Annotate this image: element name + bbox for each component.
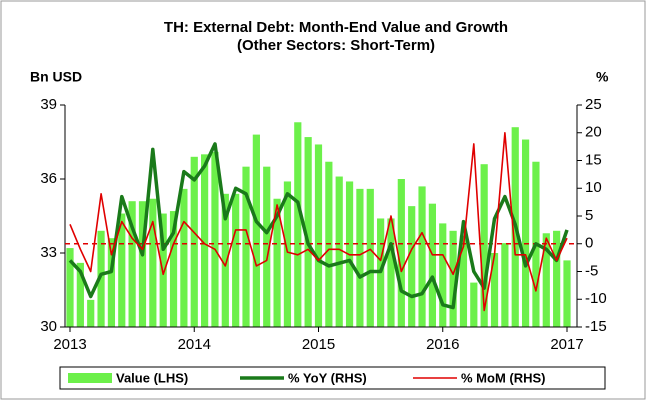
bar [128,201,136,327]
bar [273,198,281,327]
bar [521,139,530,327]
x-tick-label: 2017 [550,336,583,353]
bar [542,233,550,327]
y2-tick-label: 15 [585,151,602,168]
y-tick-label: 33 [40,244,57,261]
y2-tick-label: 25 [585,96,602,113]
bar [190,156,198,327]
legend-label: Value (LHS) [116,370,188,385]
x-tick-label: 2016 [426,336,459,353]
bar [252,134,260,327]
y-axis-label: Bn USD [30,69,82,85]
bar [76,262,84,327]
bar [221,193,229,327]
y2-tick-label: -10 [585,290,607,307]
bar [294,122,302,328]
bar [169,211,178,327]
bar [107,238,116,327]
bar [118,213,126,327]
bar [211,151,219,327]
x-tick-label: 2014 [178,336,211,353]
y2-axis-label: % [596,69,609,85]
bar [97,230,105,327]
bar [459,235,468,327]
bar [470,282,478,327]
x-tick-label: 2013 [53,336,86,353]
bar [242,166,250,327]
bar [356,188,364,327]
chart-title: TH: External Debt: Month-End Value and G… [164,19,508,36]
y2-tick-label: 20 [585,124,602,141]
y-tick-label: 39 [40,96,57,113]
chart-subtitle: (Other Sectors: Short-Term) [237,37,435,54]
bar [387,218,395,327]
bar [563,260,571,327]
bar [449,230,457,327]
y2-tick-label: 0 [585,235,593,252]
bar [149,198,157,327]
bar [283,181,292,327]
legend-box [59,366,606,390]
bar [201,154,209,327]
y2-tick-label: 5 [585,207,593,224]
line-series [69,132,568,312]
bar [66,248,74,327]
legend-swatch [68,373,112,383]
y2-tick-label: -15 [585,318,607,335]
bar [366,188,374,327]
bar [501,243,509,327]
bar [314,144,323,327]
legend-label: % MoM (RHS) [461,370,546,385]
bar [418,186,426,327]
bar [439,223,447,327]
bar [428,203,436,327]
bar [335,176,343,327]
bar [180,188,188,327]
y-tick-label: 36 [40,170,57,187]
y2-tick-label: 10 [585,179,602,196]
legend-label: % YoY (RHS) [288,370,367,385]
bar [553,230,561,327]
bar [304,137,312,327]
bar [138,201,147,327]
bar [408,206,416,327]
x-tick-label: 2015 [302,336,335,353]
bar [87,299,95,327]
bar [490,253,499,327]
y2-tick-label: -5 [585,262,598,279]
bar [397,179,405,327]
y-tick-label: 30 [40,318,57,335]
bar [263,166,271,327]
bar [480,164,488,327]
bar [232,193,240,327]
